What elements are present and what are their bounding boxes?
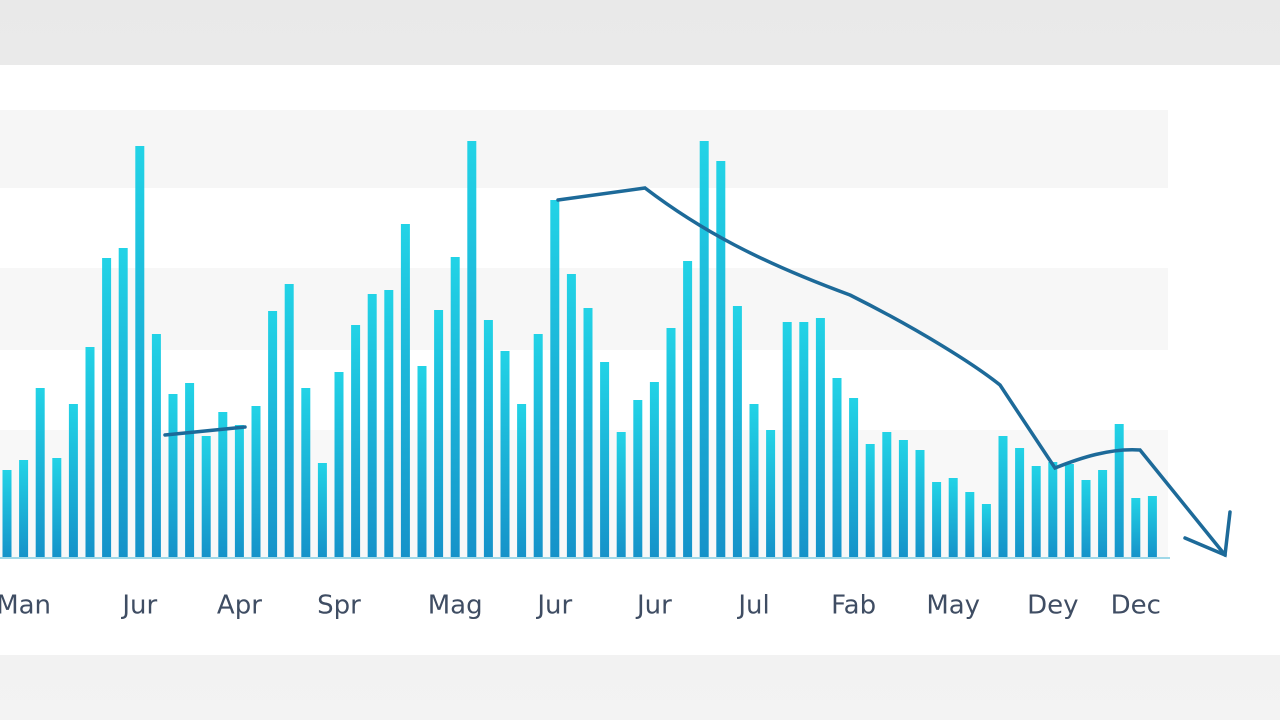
bar [683,261,693,558]
bar [965,492,975,558]
bar [2,470,12,558]
x-labels: Man Jur Apr Spr Mag Jur Jur Jul Fab May Dey Dec [0,591,1161,621]
bar [600,362,610,558]
x-tick-label: Dey [1027,591,1078,621]
x-tick-label: Dec [1111,591,1161,621]
bar [932,482,942,558]
x-tick-label: Mag [428,591,483,621]
bar [234,425,244,558]
trend-line [163,186,1232,558]
bar [367,294,377,558]
bar [168,394,178,558]
bar [185,383,195,558]
bar [849,398,859,558]
x-tick-label: Jur [635,591,672,621]
bar [251,406,261,558]
bar [400,224,410,558]
bar [782,322,792,558]
bar [550,200,560,558]
bar [766,430,776,558]
bar [35,388,45,558]
bar [301,388,311,558]
bar [981,504,991,558]
x-tick-label: Jur [120,591,157,621]
bar [915,450,925,558]
bar [85,347,95,558]
bar [218,412,228,558]
x-tick-label: Spr [317,591,361,621]
bar [19,460,29,558]
bar [1031,466,1041,558]
bar [1131,498,1141,558]
x-tick-label: May [926,591,980,621]
bars [2,141,1157,558]
bar [699,141,709,558]
bar [1064,464,1074,558]
bar [434,310,444,558]
bar [716,161,726,558]
x-tick-label: Jul [736,591,769,621]
bar [467,141,477,558]
bar [500,351,510,558]
bar [118,248,128,558]
bar [68,404,78,558]
bar [566,274,576,558]
bar [865,444,875,558]
bar [666,328,676,558]
bar [948,478,958,558]
bar [799,322,809,558]
x-tick-label: Fab [831,591,876,621]
bar [1114,424,1124,558]
bar [1147,496,1157,558]
bar [52,458,62,558]
x-tick-label: Man [0,591,51,621]
bar [998,436,1008,558]
bar [417,366,427,558]
bar [351,325,361,558]
bar [517,404,527,558]
bar [334,372,344,558]
bar [135,146,145,558]
bar [483,320,493,558]
bar [384,290,394,558]
bar [268,311,278,558]
bar [533,334,543,558]
bar [317,463,327,558]
bar [284,284,294,558]
bar [749,404,759,558]
bar [815,318,825,558]
bar [633,400,643,558]
x-tick-label: Jur [535,591,572,621]
bar [898,440,908,558]
bar [1098,470,1108,558]
bar [1081,480,1091,558]
bar [1015,448,1025,558]
x-tick-label: Apr [217,591,262,621]
bar [616,432,626,558]
bar [102,258,112,558]
bar [583,308,593,558]
bar [649,382,659,558]
bar [1048,462,1058,558]
bar [832,378,842,558]
bar [882,432,892,558]
bar [450,257,460,558]
bar [201,436,211,558]
bar [151,334,161,558]
bar [732,306,742,558]
